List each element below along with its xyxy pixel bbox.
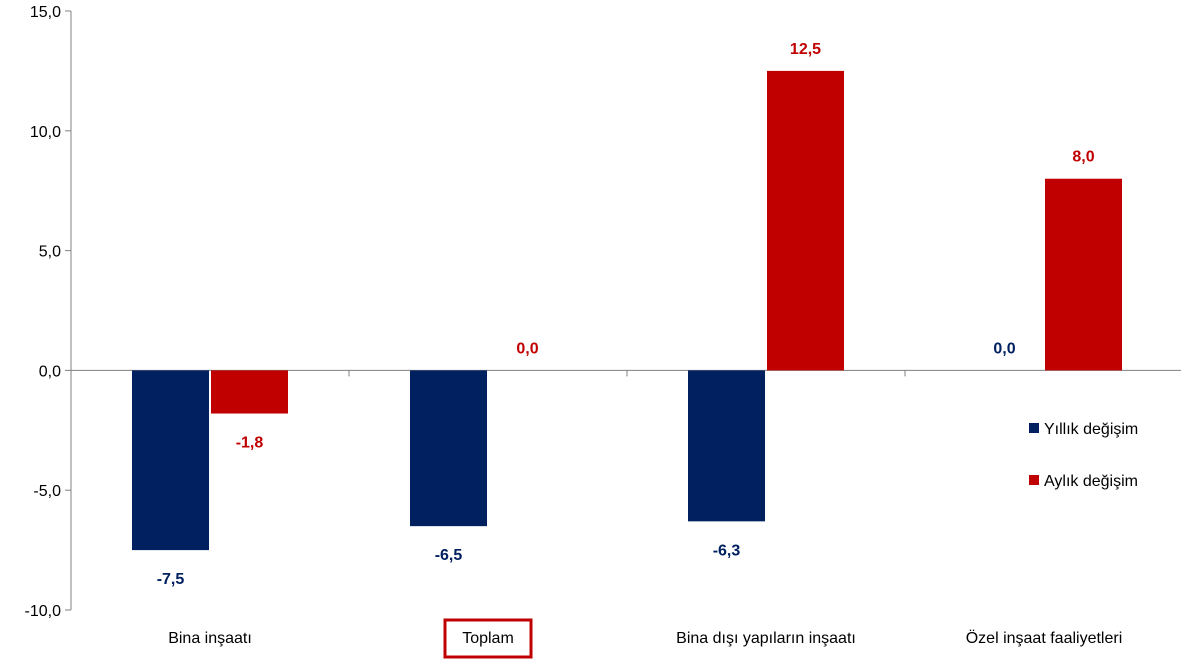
x-tick-label: Bina inşaatı xyxy=(168,630,252,647)
y-tick-label: 0,0 xyxy=(39,363,61,380)
axes: -10,0 -5,0 0,0 5,0 10,0 15,0 Bina inşaatı Topla… xyxy=(25,4,1181,659)
y-tick-label: -10,0 xyxy=(25,603,62,620)
legend-label: Yıllık değişim xyxy=(1044,421,1138,438)
data-label: 0,0 xyxy=(993,340,1015,357)
bar xyxy=(410,370,487,527)
x-tick-label: Toplam xyxy=(462,630,514,647)
x-tick-label: Özel inşaat faaliyetleri xyxy=(966,629,1123,647)
legend: Yıllık değişim Aylık değişim xyxy=(1029,421,1138,490)
y-tick-label: 5,0 xyxy=(39,244,61,261)
data-label: -6,3 xyxy=(713,542,741,559)
data-label: -7,5 xyxy=(157,571,185,588)
bar xyxy=(767,70,844,371)
legend-swatch xyxy=(1029,475,1039,485)
data-labels: -7,5 -6,5 -6,3 0,0 -1,8 0,0 12,5 8,0 xyxy=(157,41,1095,588)
data-label: -1,8 xyxy=(236,435,264,452)
bars xyxy=(132,70,1122,551)
bar xyxy=(1045,178,1122,371)
y-tick-label: 10,0 xyxy=(30,124,61,141)
data-label: -6,5 xyxy=(435,547,463,564)
data-label: 8,0 xyxy=(1072,149,1094,166)
y-tick-label: -5,0 xyxy=(33,483,61,500)
bar xyxy=(132,370,209,551)
data-label: 0,0 xyxy=(516,340,538,357)
x-tick-label: Bina dışı yapıların inşaatı xyxy=(676,630,856,647)
bar xyxy=(211,370,288,414)
y-tick-label: 15,0 xyxy=(30,4,61,21)
legend-label: Aylık değişim xyxy=(1044,473,1138,490)
data-label: 12,5 xyxy=(790,41,821,58)
legend-swatch xyxy=(1029,423,1039,433)
bar xyxy=(688,370,765,522)
highlight-box xyxy=(443,618,533,659)
